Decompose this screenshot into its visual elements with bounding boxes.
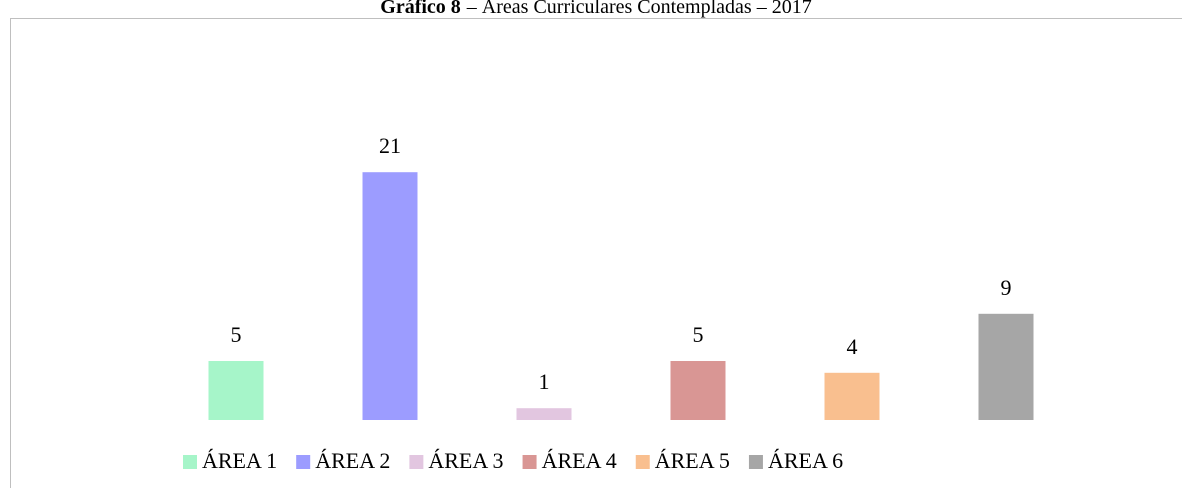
legend-label: ÁREA 1 [202, 448, 277, 473]
bar [978, 313, 1034, 420]
legend-swatch [409, 455, 424, 469]
legend-label: ÁREA 2 [315, 448, 390, 473]
data-label: 5 [231, 322, 242, 347]
legend-label: ÁREA 3 [428, 448, 503, 473]
legend-swatch [183, 455, 197, 469]
bar [670, 361, 726, 420]
bar [208, 361, 264, 420]
bar [362, 172, 418, 420]
data-label: 4 [847, 334, 858, 359]
legend-swatch [635, 455, 650, 469]
legend-label: ÁREA 4 [542, 448, 617, 473]
legend-label: ÁREA 6 [768, 448, 843, 473]
data-label: 1 [539, 369, 550, 394]
bar [516, 408, 572, 420]
title-text: – Áreas Curriculares Contempladas – 2017 [466, 0, 812, 18]
legend-swatch [296, 455, 311, 469]
chart-title: Gráfico 8 – Áreas Curriculares Contemplad… [380, 0, 811, 18]
data-label: 5 [693, 322, 704, 347]
bar [824, 372, 880, 420]
data-label: 21 [379, 133, 401, 158]
legend-label: ÁREA 5 [655, 448, 730, 473]
data-label: 9 [1001, 275, 1012, 300]
title-label: Gráfico 8 [380, 0, 461, 18]
legend-swatch [522, 455, 537, 469]
legend-swatch [748, 455, 763, 469]
